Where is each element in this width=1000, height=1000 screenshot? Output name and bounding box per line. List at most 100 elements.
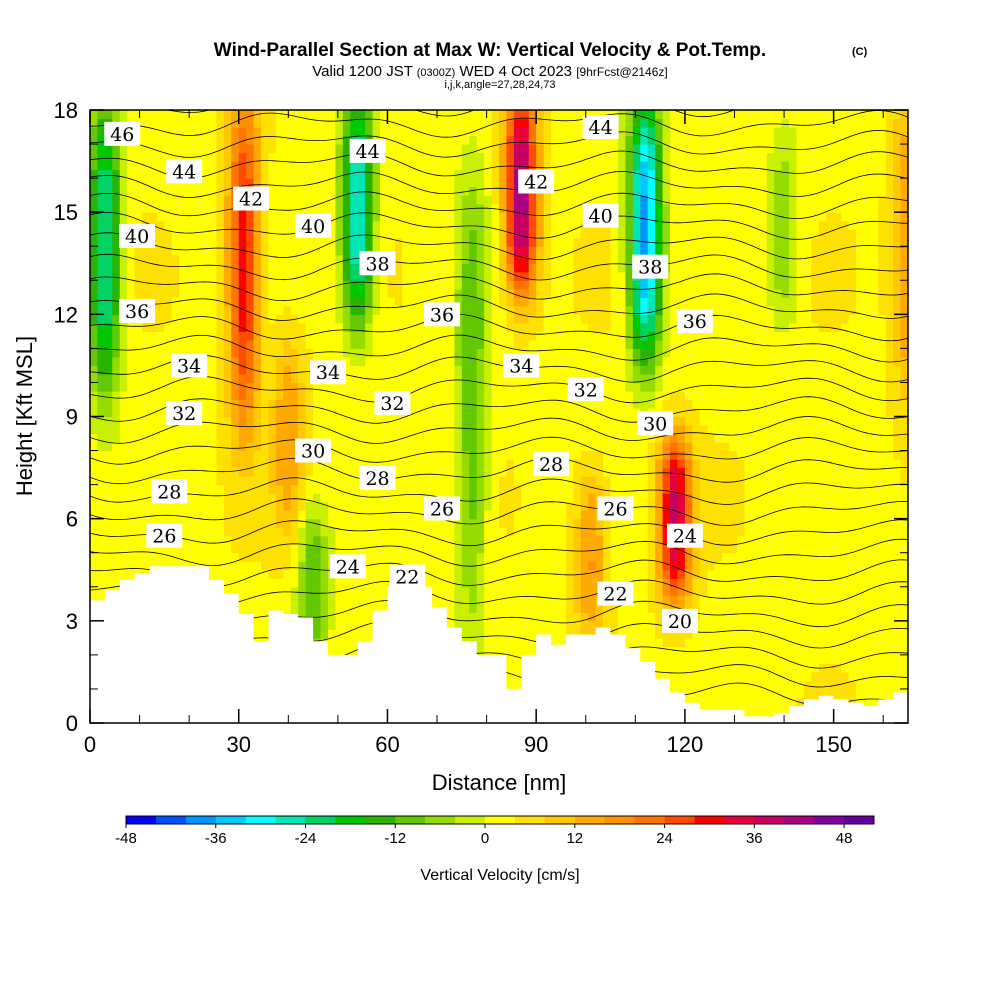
velocity-cell [499, 561, 508, 571]
velocity-cell [275, 578, 284, 588]
velocity-cell [536, 552, 545, 562]
velocity-cell [149, 186, 158, 196]
velocity-cell [305, 476, 314, 486]
velocity-cell [551, 229, 560, 239]
velocity-cell [127, 467, 136, 477]
velocity-cell [536, 305, 545, 315]
velocity-cell [469, 459, 478, 469]
velocity-cell [528, 322, 537, 332]
velocity-cell [476, 501, 485, 511]
velocity-cell [186, 527, 195, 537]
velocity-cell [580, 518, 589, 528]
velocity-cell [186, 135, 195, 145]
velocity-cell [149, 544, 158, 554]
velocity-cell [223, 161, 232, 171]
velocity-cell [528, 442, 537, 452]
velocity-cell [164, 195, 173, 205]
velocity-cell [543, 484, 552, 494]
velocity-cell [558, 399, 567, 409]
velocity-cell [320, 484, 329, 494]
velocity-cell [320, 416, 329, 426]
velocity-cell [536, 280, 545, 290]
velocity-cell [513, 399, 522, 409]
velocity-cell [231, 246, 240, 256]
velocity-cell [536, 297, 545, 307]
velocity-cell [513, 297, 522, 307]
velocity-cell [149, 144, 158, 154]
velocity-cell [491, 603, 500, 613]
velocity-cell [506, 501, 515, 511]
velocity-cell [335, 322, 344, 332]
velocity-cell [372, 595, 381, 605]
velocity-cell [268, 118, 277, 128]
velocity-cell [558, 612, 567, 622]
velocity-cell [201, 220, 210, 230]
velocity-cell [595, 459, 604, 469]
velocity-cell [446, 476, 455, 486]
velocity-cell [164, 348, 173, 358]
velocity-cell [313, 271, 322, 281]
velocity-cell [216, 535, 225, 545]
velocity-cell [394, 339, 403, 349]
velocity-cell [298, 161, 307, 171]
velocity-cell [127, 195, 136, 205]
velocity-cell [446, 288, 455, 298]
velocity-cell [372, 297, 381, 307]
velocity-cell [499, 110, 508, 120]
velocity-cell [409, 518, 418, 528]
velocity-cell [446, 118, 455, 128]
velocity-cell [551, 322, 560, 332]
velocity-cell [305, 288, 314, 298]
velocity-cell [127, 271, 136, 281]
velocity-cell [506, 578, 515, 588]
velocity-cell [97, 569, 106, 579]
velocity-cell [253, 518, 262, 528]
velocity-cell [387, 493, 396, 503]
velocity-cell [499, 186, 508, 196]
velocity-cell [97, 450, 106, 460]
velocity-cell [275, 544, 284, 554]
velocity-cell [424, 297, 433, 307]
velocity-cell [134, 339, 143, 349]
velocity-cell [603, 620, 612, 630]
velocity-cell [149, 288, 158, 298]
velocity-cell [283, 561, 292, 571]
velocity-cell [528, 280, 537, 290]
copyright-mark: (C) [852, 46, 868, 58]
velocity-cell [595, 297, 604, 307]
velocity-cell [350, 373, 359, 384]
velocity-cell [417, 425, 426, 435]
velocity-cell [320, 493, 329, 503]
velocity-cell [469, 382, 478, 392]
velocity-cell [469, 544, 478, 554]
velocity-cell [342, 646, 351, 656]
velocity-cell [305, 535, 314, 545]
velocity-cell [342, 407, 351, 418]
velocity-cell [342, 237, 351, 247]
velocity-cell [290, 390, 299, 401]
velocity-cell [208, 552, 218, 562]
velocity-cell [506, 603, 515, 613]
velocity-cell [573, 612, 582, 622]
velocity-cell [551, 535, 560, 545]
velocity-cell [290, 501, 299, 511]
velocity-cell [558, 305, 567, 315]
velocity-cell [298, 195, 307, 205]
velocity-cell [253, 467, 262, 477]
velocity-cell [528, 561, 537, 571]
velocity-cell [506, 586, 515, 596]
velocity-cell [506, 373, 515, 384]
velocity-cell [246, 297, 255, 307]
velocity-cell [342, 476, 351, 486]
velocity-cell [290, 467, 299, 477]
velocity-cell [491, 110, 500, 120]
velocity-cell [573, 433, 582, 443]
velocity-cell [186, 280, 195, 290]
velocity-cell [424, 203, 433, 213]
velocity-cell [208, 212, 218, 222]
velocity-cell [313, 561, 322, 571]
velocity-cell [238, 348, 247, 358]
velocity-cell [543, 212, 552, 222]
velocity-cell [588, 603, 597, 613]
velocity-cell [261, 561, 270, 571]
